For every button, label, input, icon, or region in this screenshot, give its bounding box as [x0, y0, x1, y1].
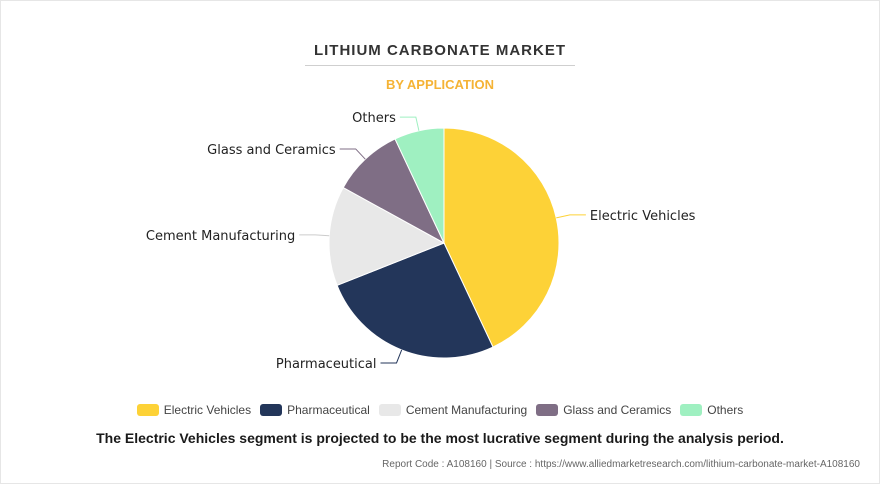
- legend-label: Cement Manufacturing: [405, 403, 528, 417]
- slice-label-pharmaceutical: Pharmaceutical: [276, 357, 377, 372]
- slice-label-electric-vehicles: Electric Vehicles: [590, 209, 696, 224]
- legend-item-glass-and-ceramics: Glass and Ceramics: [536, 403, 671, 417]
- chart-title: LITHIUM CARBONATE MARKET: [313, 42, 567, 59]
- legend-item-others: Others: [680, 403, 743, 417]
- legend-label: Others: [707, 403, 744, 417]
- legend-item-electric-vehicles: Electric Vehicles: [136, 403, 252, 417]
- legend-swatch: [136, 404, 159, 416]
- legend-item-pharmaceutical: Pharmaceutical: [260, 403, 370, 417]
- title-divider: [305, 65, 575, 66]
- legend-swatch: [260, 404, 283, 416]
- legend-swatch: [536, 404, 559, 416]
- legend-item-cement-manufacturing: Cement Manufacturing: [378, 403, 528, 417]
- leader-line-cement-manufacturing: [299, 234, 330, 237]
- pie-slices: [328, 127, 560, 359]
- pie-chart: Electric Vehicles Pharmaceutical Cement Ma…: [146, 111, 696, 372]
- pie-slice-electric-vehicles: [443, 127, 560, 348]
- leader-line-pharmaceutical: [380, 349, 403, 364]
- legend-label: Glass and Ceramics: [563, 403, 672, 417]
- chart-subtitle: BY APPLICATION: [385, 77, 495, 92]
- pie-slice-pharmaceutical: [336, 242, 494, 359]
- slice-label-others: Others: [352, 111, 396, 126]
- legend-swatch: [680, 404, 703, 416]
- pie-slice-glass-and-ceramics: [342, 138, 446, 245]
- pie-slice-cement-manufacturing: [328, 186, 446, 286]
- leader-line-glass-and-ceramics: [339, 148, 366, 160]
- slice-label-cement-manufacturing: Cement Manufacturing: [146, 229, 295, 244]
- chart-footnote: The Electric Vehicles segment is project…: [96, 430, 784, 446]
- pie-labels: Electric Vehicles Pharmaceutical Cement Ma…: [146, 111, 696, 372]
- slice-label-glass-and-ceramics: Glass and Ceramics: [207, 143, 336, 158]
- leader-line-others: [399, 116, 420, 131]
- legend-label: Pharmaceutical: [287, 403, 370, 417]
- legend-swatch: [378, 404, 401, 416]
- legend-label: Electric Vehicles: [163, 403, 252, 417]
- source-citation: Report Code : A108160 | Source : https:/…: [382, 459, 860, 470]
- leader-line-electric-vehicles: [556, 214, 586, 219]
- chart-legend: Electric Vehicles Pharmaceutical Cement Ma…: [0, 403, 880, 417]
